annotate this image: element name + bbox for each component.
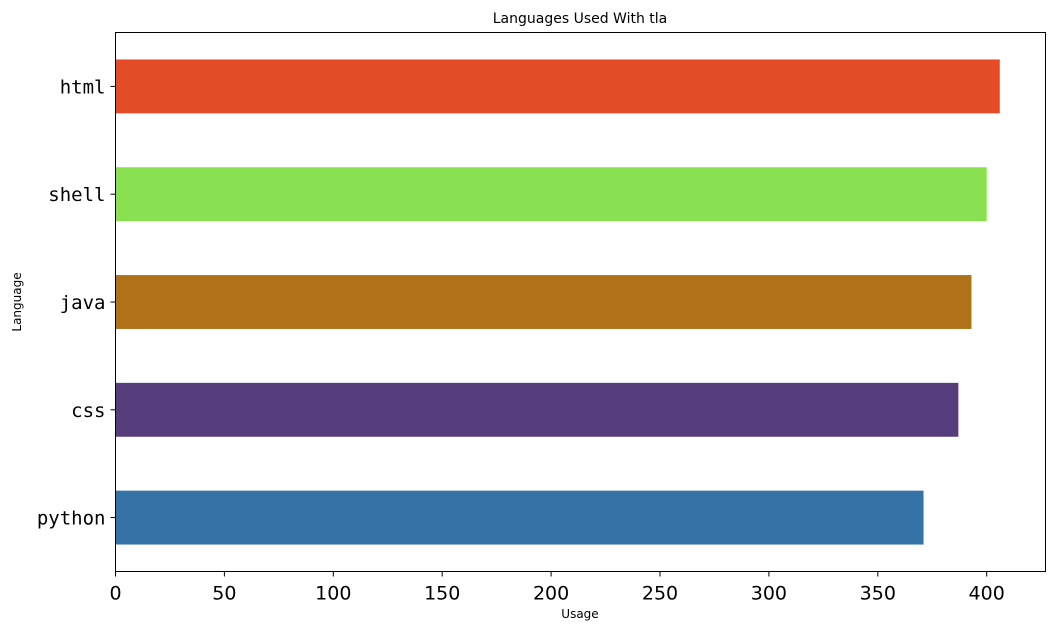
bar-java xyxy=(115,275,972,329)
y-tick-label: java xyxy=(60,292,106,314)
x-tick-label: 300 xyxy=(751,583,787,605)
x-tick-label: 350 xyxy=(860,583,896,605)
y-axis-label: Language xyxy=(10,272,24,331)
bar-css xyxy=(115,382,959,437)
bar-shell xyxy=(115,167,987,222)
y-ticks-group: python css java shell html xyxy=(37,76,116,530)
bar-html xyxy=(115,59,1000,114)
y-tick-label: html xyxy=(60,76,106,98)
x-tick-label: 200 xyxy=(533,583,569,605)
plot-frame xyxy=(115,32,1046,572)
y-tick-label: python xyxy=(37,508,106,530)
x-tick-label: 150 xyxy=(424,583,460,605)
x-tick-label: 400 xyxy=(969,583,1005,605)
x-tick-label: 50 xyxy=(212,583,236,605)
x-tick-label: 0 xyxy=(109,583,121,605)
y-tick-label: css xyxy=(71,400,105,422)
bars-group xyxy=(115,59,1000,545)
x-tick-label: 250 xyxy=(642,583,678,605)
x-ticks-group: 0 50 100 150 200 250 300 350 400 xyxy=(109,571,1005,605)
chart-title: Languages Used With tla xyxy=(493,11,668,27)
y-tick-label: shell xyxy=(48,184,105,206)
x-tick-label: 100 xyxy=(315,583,351,605)
bar-python xyxy=(115,490,924,545)
x-axis-label: Usage xyxy=(561,607,598,621)
